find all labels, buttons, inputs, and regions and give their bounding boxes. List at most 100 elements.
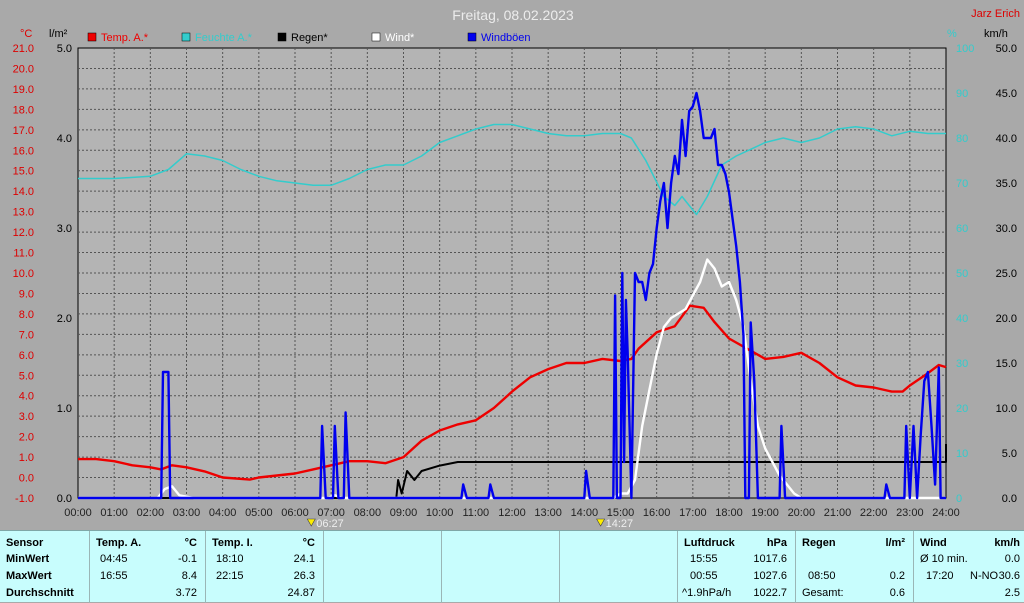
temp-a-max-value: 8.4: [181, 570, 197, 582]
temp-i-avg-row: 24.87: [206, 586, 323, 600]
humidity-tick-label: 70: [956, 178, 968, 190]
x-tick-label: 04:00: [209, 507, 237, 519]
x-tick-label: 22:00: [860, 507, 888, 519]
x-tick-label: 09:00: [390, 507, 418, 519]
wind-max-time: 17:20: [926, 570, 954, 582]
pressure-avg-row: ^1.9hPa/h 1022.7: [678, 586, 795, 600]
rain-tick-label: 1.0: [57, 403, 72, 415]
temp-a-header-row: Temp. A. °C: [90, 536, 205, 550]
sensor-row-max: MaxWert: [0, 569, 89, 583]
legend-swatch: [181, 32, 191, 42]
x-tick-label: 18:00: [715, 507, 743, 519]
legend-swatch: [87, 32, 97, 42]
humidity-tick-label: 30: [956, 358, 968, 370]
wind-column: Wind km/h Ø 10 min. 0.0 17:20 N-NO 30.6 …: [914, 531, 1024, 603]
stats-panel: Sensor MinWert MaxWert Durchschnitt Temp…: [0, 530, 1024, 603]
weather-chart: Freitag, 08.02.2023 Jarz Erich °C l/m² %…: [12, 7, 1020, 530]
temp-i-header-row: Temp. I. °C: [206, 536, 323, 550]
chart-title: Freitag, 08.02.2023: [452, 7, 574, 23]
temp-i-unit: °C: [302, 537, 315, 549]
wind-tick-label: 10.0: [996, 403, 1017, 415]
x-tick-label: 23:00: [896, 507, 924, 519]
sensor-header-text: Sensor: [6, 537, 44, 549]
humidity-tick-label: 80: [956, 133, 968, 145]
temp-tick-label: 17.0: [13, 125, 34, 137]
rain-max-value: 0.2: [889, 570, 905, 582]
temp-i-column: Temp. I. °C 18:10 24.1 22:15 26.3 24.87: [206, 531, 324, 603]
humidity-tick-label: 100: [956, 43, 974, 55]
temp-a-column: Temp. A. °C 04:45 -0.1 16:55 8.4 3.72: [90, 531, 206, 603]
x-tick-label: 21:00: [824, 507, 852, 519]
sunset-icon: [596, 518, 606, 527]
sun-markers: 06:27 14:27: [306, 518, 633, 530]
temp-i-min-time: 18:10: [216, 553, 244, 565]
pressure-max-value: 1027.6: [753, 570, 787, 582]
temp-a-min-value: -0.1: [178, 553, 197, 565]
wind-tick-label: 20.0: [996, 313, 1017, 325]
wind-avg10-row: Ø 10 min. 0.0: [914, 552, 1024, 566]
empty-column-2: [442, 531, 560, 603]
temp-tick-label: 11.0: [13, 248, 34, 260]
rain-tick-label: 2.0: [57, 313, 72, 325]
humidity-tick-label: 40: [956, 313, 968, 325]
temp-i-min-row: 18:10 24.1: [206, 552, 323, 566]
series-group: [78, 91, 947, 500]
temp-tick-label: 21.0: [13, 43, 34, 55]
y-axes: 21.0 20.0 19.0 18.0 17.0 16.0 15.0 14.0 13.0 12.0…: [13, 43, 1017, 505]
legend: Temp. A.* Feuchte A.* Regen* Wind* Windböen: [87, 32, 531, 44]
pressure-max-time: 00:55: [690, 570, 718, 582]
unit-temp-label: °C: [20, 28, 32, 40]
pressure-avg-value: 1022.7: [753, 587, 787, 599]
temp-a-avg-row: 3.72: [90, 586, 205, 600]
rain-max-row: 08:50 0.2: [796, 569, 913, 583]
series-line-temp-0: [78, 304, 947, 481]
temp-tick-label: 7.0: [19, 329, 34, 341]
unit-humidity-label: %: [947, 28, 957, 40]
temp-tick-label: 20.0: [13, 63, 34, 75]
rain-total-row: Gesamt: 0.6: [796, 586, 913, 600]
x-tick-label: 20:00: [788, 507, 816, 519]
temp-tick-label: 3.0: [19, 411, 34, 423]
x-tick-label: 12:00: [498, 507, 526, 519]
sensor-header: Sensor: [0, 536, 89, 550]
temp-a-max-row: 16:55 8.4: [90, 569, 205, 583]
legend-swatch: [467, 32, 477, 42]
temp-tick-label: 5.0: [19, 370, 34, 382]
grid: [78, 48, 946, 498]
x-tick-label: 17:00: [679, 507, 707, 519]
rain-tick-label: 4.0: [57, 133, 72, 145]
sunrise-time: 06:27: [316, 518, 344, 530]
humidity-tick-label: 10: [956, 448, 968, 460]
empty-column-3: [560, 531, 678, 603]
temp-tick-label: 18.0: [13, 104, 34, 116]
wind-tick-label: 25.0: [996, 268, 1017, 280]
x-tick-label: 11:00: [462, 507, 489, 519]
pressure-max-row: 00:55 1027.6: [678, 569, 795, 583]
temp-i-min-value: 24.1: [293, 553, 315, 565]
wind-tick-label: 0.0: [1002, 493, 1017, 505]
temp-a-unit: °C: [184, 537, 197, 549]
temp-tick-label: 13.0: [13, 207, 34, 219]
wind-avg10-value: 0.0: [1004, 553, 1020, 565]
temp-tick-label: 10.0: [13, 268, 34, 280]
temp-tick-label: 12.0: [13, 227, 34, 239]
legend-label: Windböen: [481, 32, 531, 44]
x-tick-label: 00:00: [64, 507, 92, 519]
rain-unit: l/m²: [885, 537, 905, 549]
legend-label: Feuchte A.*: [195, 32, 253, 44]
x-tick-label: 15:00: [607, 507, 635, 519]
sensor-max-text: MaxWert: [6, 570, 52, 582]
pressure-trend: ^1.9hPa/h: [682, 587, 732, 599]
legend-label: Regen*: [291, 32, 328, 44]
wind-header: Wind: [920, 537, 947, 549]
temp-i-header: Temp. I.: [212, 537, 253, 549]
wind-tick-label: 5.0: [1002, 448, 1017, 460]
x-tick-label: 13:00: [534, 507, 562, 519]
x-tick-label: 14:00: [571, 507, 599, 519]
wind-tick-label: 50.0: [996, 43, 1017, 55]
wind-avg-value: 2.5: [1004, 587, 1020, 599]
temp-tick-label: 0.0: [19, 473, 34, 485]
sunrise-icon: [306, 518, 316, 527]
temp-tick-label: 14.0: [13, 186, 34, 198]
wind-unit: km/h: [994, 537, 1020, 549]
